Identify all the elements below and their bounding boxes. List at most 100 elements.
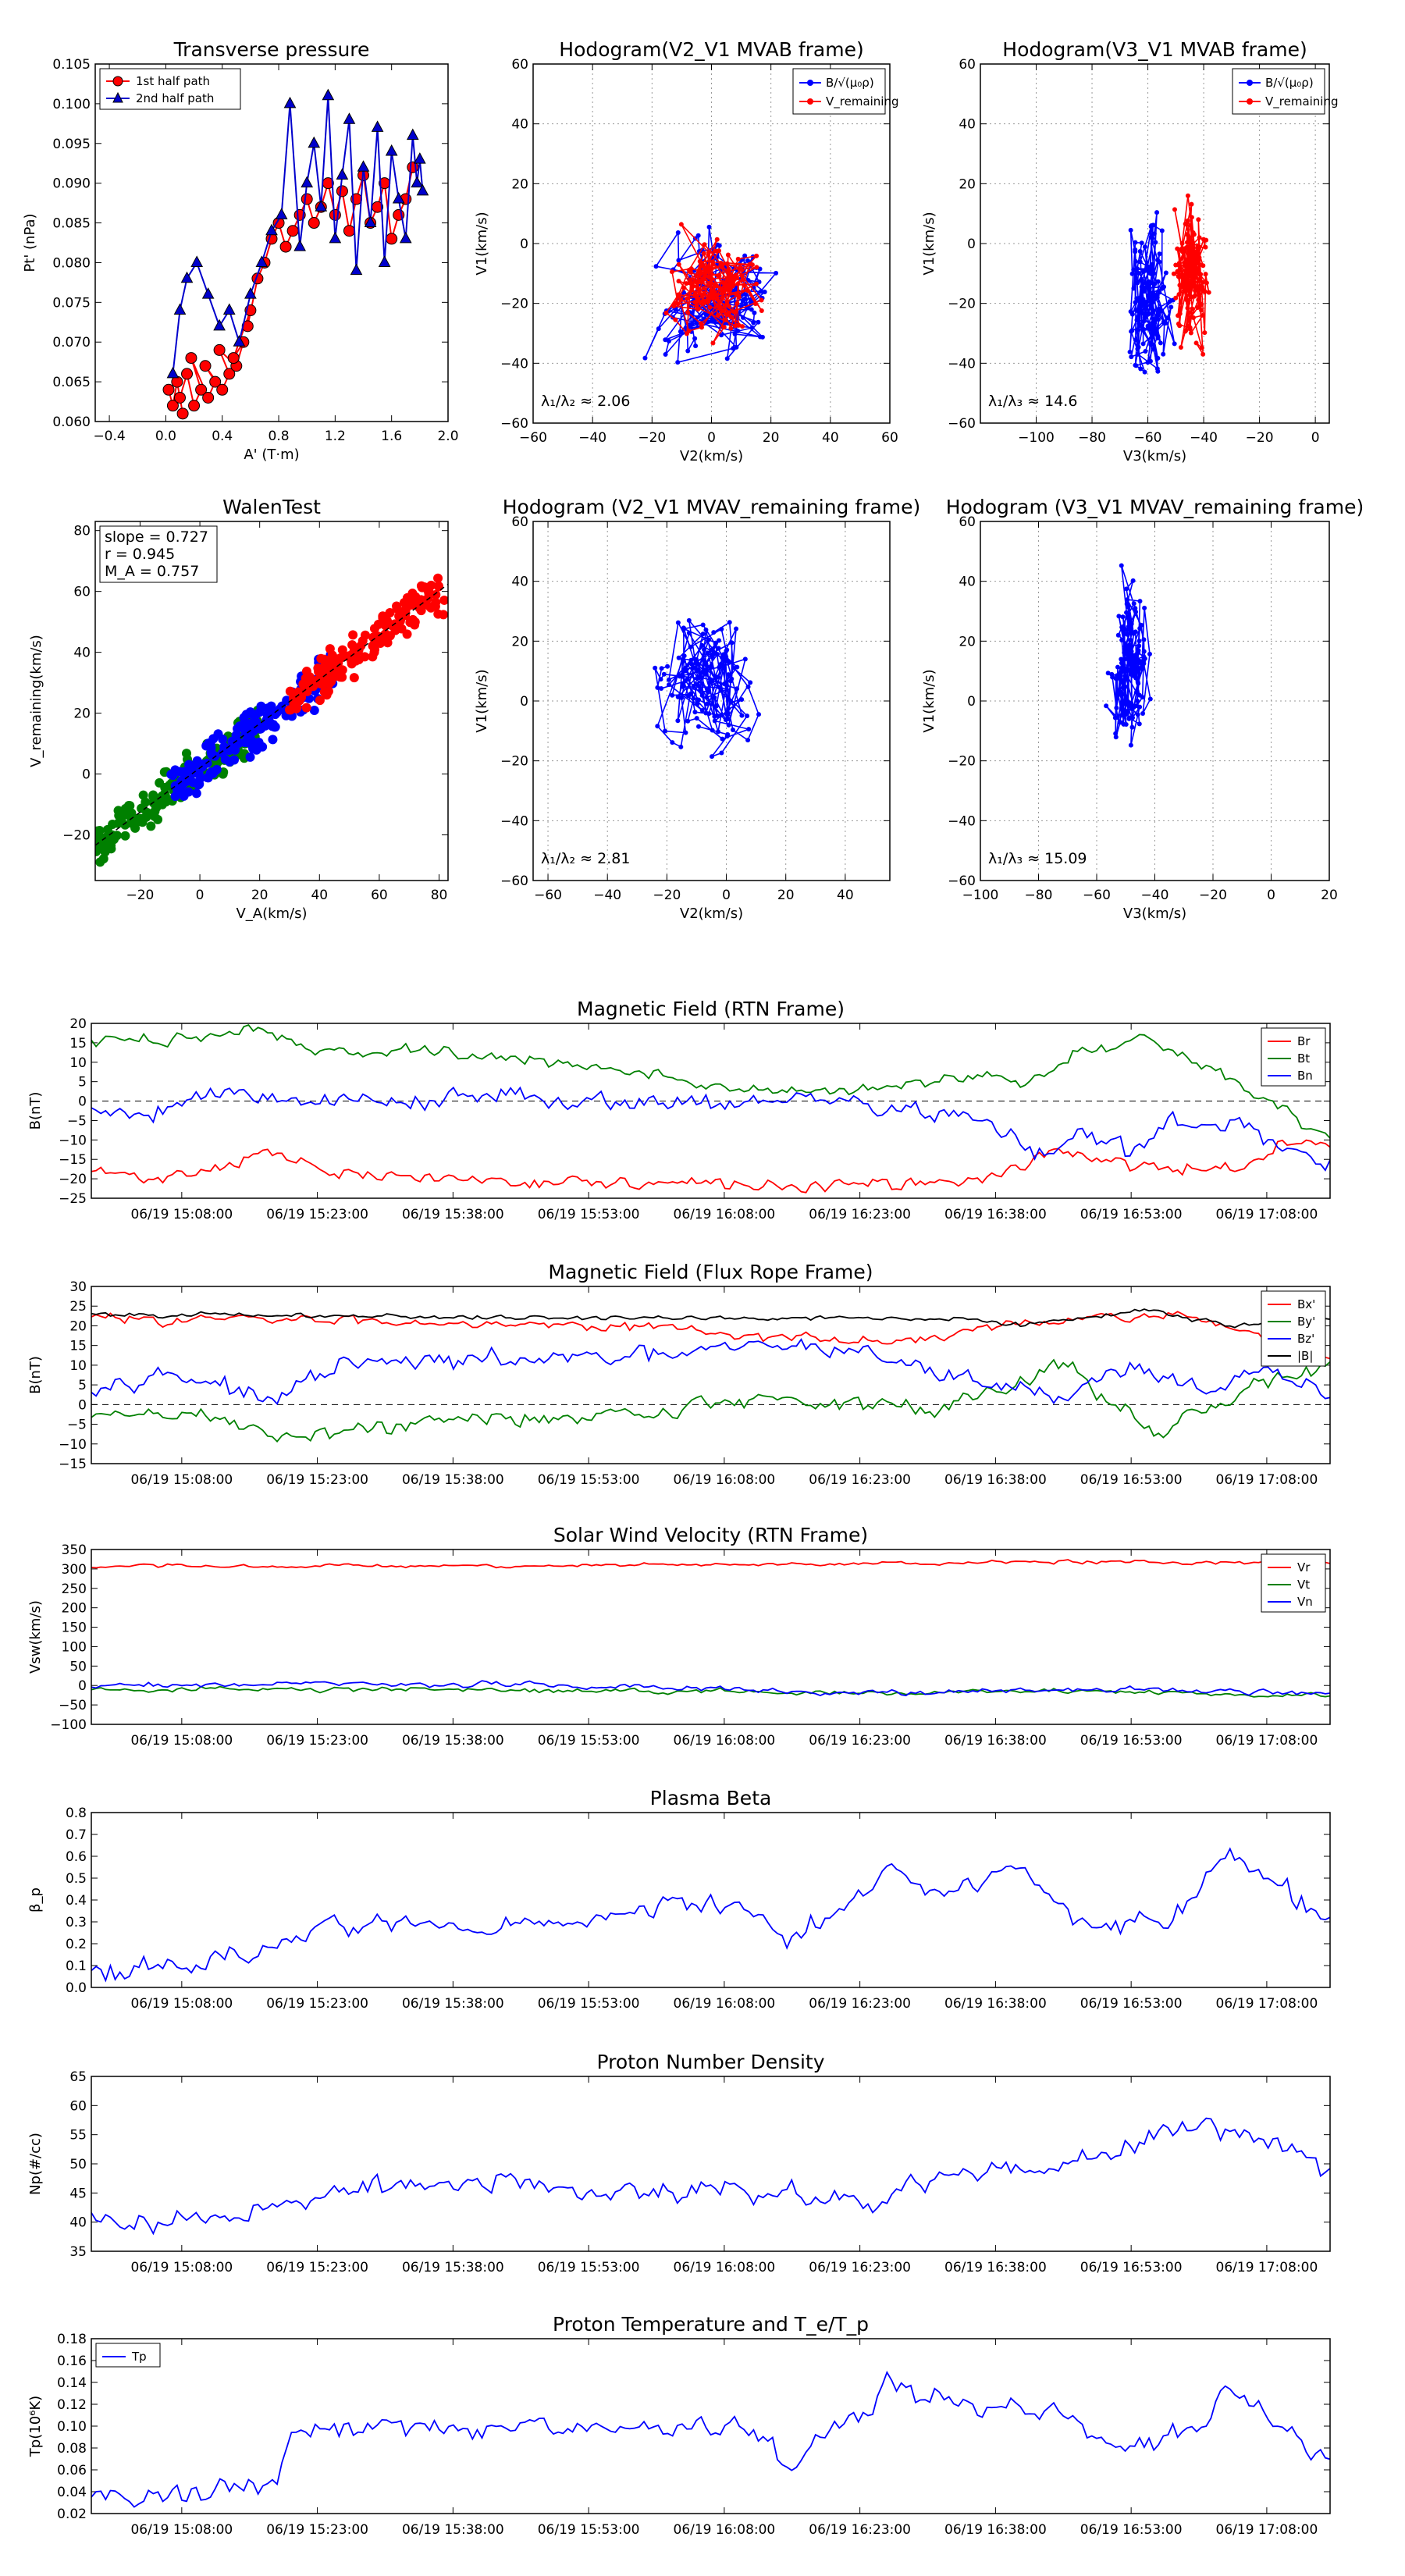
walen-point	[206, 747, 216, 757]
walen-point	[225, 756, 235, 767]
hodogram-point	[710, 728, 715, 733]
time-tick-label: 06/19 16:23:00	[809, 1207, 911, 1222]
legend-label: V_remaining	[826, 94, 899, 109]
y-tick-label: 5	[78, 1378, 87, 1393]
hodogram-point	[1136, 321, 1142, 326]
walen-point	[380, 621, 390, 631]
hodogram-point	[661, 671, 667, 677]
y-tick-label: −40	[500, 813, 528, 829]
y-tick-label: 0	[967, 694, 976, 710]
legend-label: By'	[1297, 1315, 1315, 1329]
hodogram-point	[716, 312, 721, 318]
y-tick-label: 0.090	[52, 176, 91, 192]
hodogram-point	[1150, 320, 1155, 326]
time-tick-label: 06/19 17:08:00	[1216, 1996, 1318, 2012]
hodogram-point	[731, 274, 736, 279]
hodogram-point	[1151, 222, 1156, 228]
y-axis-label: Tp(10⁶K)	[27, 2396, 44, 2457]
series-line-By	[91, 1358, 1330, 1443]
hodogram-point	[1138, 366, 1144, 372]
hodogram-point	[1122, 684, 1128, 689]
x-tick-label: 0	[196, 888, 205, 903]
hodogram-point	[1186, 283, 1192, 289]
hodogram-point	[685, 718, 691, 724]
hodogram-point	[1199, 345, 1204, 350]
y-tick-label: 0	[78, 1094, 87, 1110]
hodogram-point	[774, 270, 779, 276]
hodogram-point	[678, 222, 684, 227]
walen-point	[255, 724, 265, 734]
hodogram-point	[724, 683, 730, 688]
legend-label: B/√(μ₀ρ)	[826, 76, 874, 90]
hodogram-point	[1159, 228, 1165, 233]
hodogram-point	[1183, 277, 1188, 283]
plot-area	[91, 1308, 1330, 1443]
hodogram-point	[732, 309, 738, 315]
hodogram-point	[1147, 270, 1152, 276]
x-tick-label: −80	[1078, 430, 1106, 446]
hodogram-point	[699, 325, 704, 330]
hodogram-point	[1203, 272, 1208, 277]
walen-point	[219, 742, 229, 752]
hodogram-point	[680, 674, 685, 679]
time-tick-label: 06/19 16:38:00	[944, 1996, 1047, 2012]
walen-point	[400, 610, 411, 621]
y-tick-label: 40	[959, 575, 976, 590]
hodogram-point	[681, 684, 686, 689]
walen-point	[285, 686, 295, 696]
hodogram-point	[735, 328, 741, 333]
x-tick-label: −40	[1141, 888, 1169, 903]
hodogram-point	[699, 707, 705, 713]
plot-area	[642, 222, 779, 365]
y-tick-label: 20	[959, 176, 976, 192]
r-text: r = 0.945	[105, 546, 175, 563]
plot-frame	[94, 63, 449, 422]
hodogram-point	[1136, 650, 1141, 656]
hodogram-point	[726, 722, 731, 728]
hodogram-point	[1176, 321, 1181, 326]
y-tick-label: 0.3	[66, 1915, 87, 1930]
hodogram-point	[1136, 351, 1141, 357]
y-tick-label: −50	[59, 1698, 87, 1713]
time-tick-label: 06/19 17:08:00	[1216, 2522, 1318, 2538]
hodogram-point	[714, 713, 720, 718]
y-axis-label: V1(km/s)	[474, 212, 490, 275]
slope-text: slope = 0.727	[105, 528, 208, 546]
hodogram-point	[1197, 277, 1203, 283]
hodogram-point	[1138, 660, 1144, 666]
hodogram-point	[1140, 710, 1146, 716]
y-tick-label: −5	[67, 1418, 87, 1433]
data-point	[255, 255, 269, 267]
hodogram-point	[723, 658, 728, 664]
hodogram-point	[666, 339, 671, 344]
hodogram-point	[691, 683, 696, 688]
walen-point	[251, 745, 261, 755]
y-tick-label: 0.7	[66, 1827, 87, 1843]
chart-title: Plasma Beta	[650, 1787, 772, 1809]
walen-point	[439, 595, 448, 605]
hodogram-point	[1119, 720, 1125, 725]
hodogram-point	[694, 303, 699, 308]
hodogram-point	[1151, 316, 1156, 322]
hodogram-point	[743, 301, 749, 307]
data-point	[216, 383, 229, 396]
walen-point	[286, 705, 296, 715]
time-tick-label: 06/19 15:38:00	[402, 1207, 504, 1222]
hodogram-point	[1128, 637, 1133, 642]
y-tick-label: −40	[948, 813, 976, 829]
walen-point	[191, 788, 201, 799]
walen-point	[412, 600, 422, 610]
plot-area	[162, 88, 429, 420]
eigenvalue-ratio: λ₁/λ₃ ≈ 14.6	[988, 393, 1077, 410]
hodogram-point	[730, 728, 735, 733]
hodogram-point	[701, 286, 706, 291]
x-tick-label: −20	[653, 888, 681, 903]
hodogram-point	[717, 664, 722, 670]
hodogram-point	[656, 326, 661, 332]
hodogram-point	[1120, 614, 1126, 620]
walen-point	[354, 654, 364, 664]
walen-point	[433, 609, 443, 619]
hodogram-point	[724, 687, 730, 692]
time-tick-label: 06/19 16:23:00	[809, 1472, 911, 1488]
hodogram-point	[1147, 358, 1153, 364]
